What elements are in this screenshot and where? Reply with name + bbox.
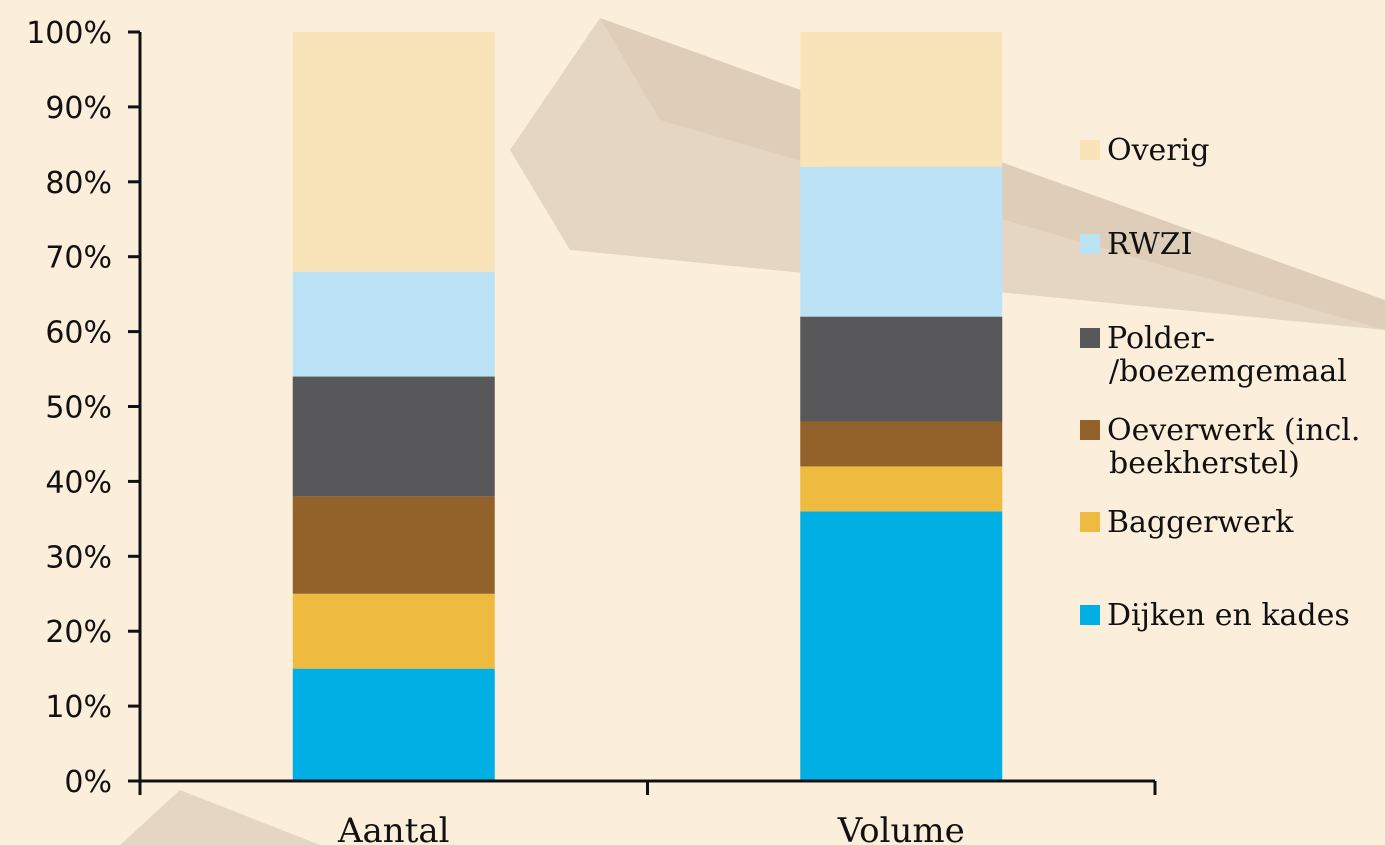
legend-swatch (1080, 605, 1100, 625)
bar-segment (292, 32, 495, 272)
y-tick-label: 20% (45, 615, 112, 650)
legend-swatch (1080, 512, 1100, 532)
legend-label: Oeverwerk (incl. (1107, 413, 1360, 448)
legend-label: beekherstel) (1109, 446, 1300, 481)
y-tick-label: 60% (45, 316, 112, 351)
y-tick-label: 90% (45, 91, 112, 126)
axes: 0% 10% 20% 30% 40% 50% 60% 70% 80% 90% 100% Aantal V… (26, 16, 1157, 845)
legend-label: Dijken en kades (1107, 598, 1350, 633)
bar-segment (800, 316, 1003, 422)
y-tick-label: 10% (45, 690, 112, 725)
bar-segment (292, 593, 495, 669)
legend-label: Overig (1107, 133, 1209, 168)
bar-segment (292, 668, 495, 781)
bar-segment (800, 511, 1003, 781)
y-tick-label: 70% (45, 241, 112, 276)
legend-swatch (1080, 140, 1100, 160)
bars (292, 32, 1003, 781)
x-tick-label: Aantal (337, 811, 450, 845)
y-tick-label: 0% (64, 765, 112, 800)
legend-swatch (1080, 420, 1100, 440)
bar-segment (800, 166, 1003, 317)
y-tick-label: 30% (45, 540, 112, 575)
bar-segment (292, 376, 495, 497)
legend-label: Polder- (1107, 321, 1215, 356)
y-tick-label: 100% (26, 16, 112, 51)
legend: Overig RWZI Polder-/boezemgemaal Oeverwerk … (1080, 133, 1360, 633)
legend-swatch (1080, 328, 1100, 348)
decorative-beam-bottom (120, 790, 320, 845)
y-tick-label: 80% (45, 166, 112, 201)
bar-segment (800, 32, 1003, 167)
y-tick-label: 40% (45, 465, 112, 500)
bar-segment (292, 271, 495, 377)
x-tick-label: Volume (837, 811, 965, 845)
legend-label: Baggerwerk (1107, 505, 1294, 540)
bar-segment (292, 496, 495, 594)
bar-segment (800, 466, 1003, 512)
legend-swatch (1080, 234, 1100, 254)
y-tick-label: 50% (45, 391, 112, 426)
legend-label: /boezemgemaal (1109, 354, 1347, 389)
bar-segment (800, 421, 1003, 467)
legend-label: RWZI (1107, 227, 1192, 262)
